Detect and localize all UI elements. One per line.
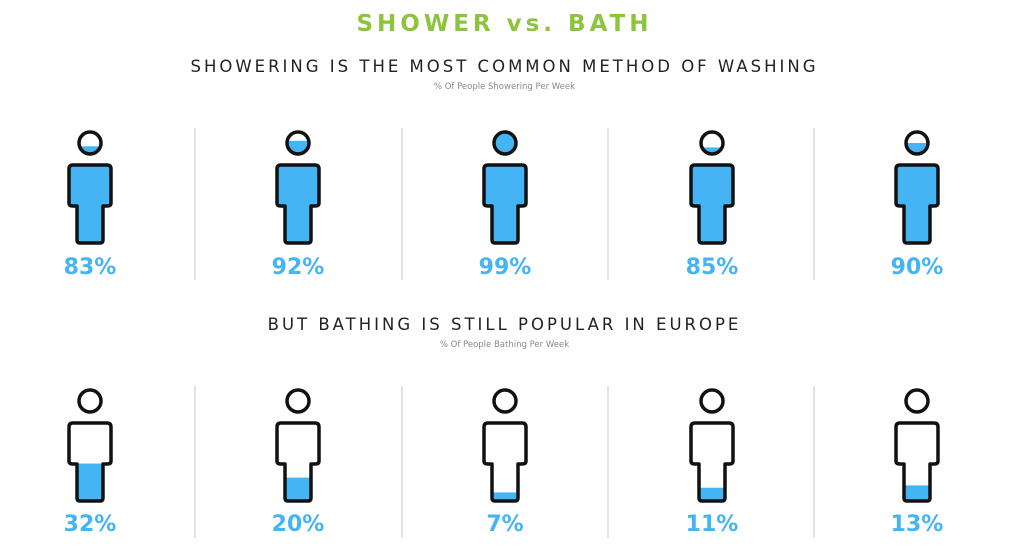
bath-person-icon	[482, 388, 528, 503]
shower-person-icon	[67, 130, 113, 245]
bath-percentage-label: 7%	[486, 512, 524, 537]
person-head	[904, 388, 930, 414]
divider	[194, 128, 196, 280]
bath-person-icon	[67, 388, 113, 503]
head-water-fill	[701, 147, 723, 154]
person-head	[285, 130, 311, 156]
shower-percentage-label: 85%	[685, 255, 739, 280]
body-water-fill	[484, 492, 526, 501]
bath-section-heading: BUT BATHING IS STILL POPULAR IN EUROPE	[267, 315, 742, 334]
person-body	[67, 421, 113, 503]
body-water-fill	[277, 477, 319, 501]
shower-percentage-label: 90%	[890, 255, 944, 280]
bath-percentage-label: 11%	[685, 512, 739, 537]
person-head	[492, 388, 518, 414]
divider	[607, 128, 609, 280]
body-water-fill	[277, 165, 319, 243]
person-head	[77, 388, 103, 414]
divider	[607, 386, 609, 538]
person-body	[482, 421, 528, 503]
body-water-fill	[896, 485, 938, 501]
head-water-fill	[494, 132, 516, 154]
bath-percentage-label: 32%	[63, 512, 117, 537]
divider	[813, 128, 815, 280]
shower-percentage-label: 83%	[63, 255, 117, 280]
divider	[401, 128, 403, 280]
shower-section-subheading: % Of People Showering Per Week	[433, 82, 576, 92]
person-head	[285, 388, 311, 414]
shower-percentage-label: 99%	[478, 255, 532, 280]
shower-person-icon	[275, 130, 321, 245]
person-body	[894, 163, 940, 245]
divider	[401, 386, 403, 538]
bath-section-subheading: % Of People Bathing Per Week	[439, 340, 570, 350]
body-water-fill	[484, 165, 526, 243]
person-head	[904, 130, 930, 156]
divider	[813, 386, 815, 538]
person-body	[67, 163, 113, 245]
person-body	[689, 421, 735, 503]
body-water-fill	[691, 165, 733, 243]
person-head	[699, 130, 725, 156]
bath-percentage-label: 13%	[890, 512, 944, 537]
person-body	[275, 163, 321, 245]
shower-person-icon	[482, 130, 528, 245]
bath-person-icon	[689, 388, 735, 503]
person-head	[699, 388, 725, 414]
person-head	[77, 130, 103, 156]
shower-person-icon	[689, 130, 735, 245]
bath-percentage-label: 20%	[271, 512, 325, 537]
body-water-fill	[896, 165, 938, 243]
person-body	[275, 421, 321, 503]
head-water-fill	[79, 146, 101, 154]
bath-person-icon	[275, 388, 321, 503]
shower-person-icon	[894, 130, 940, 245]
body-water-fill	[69, 463, 111, 501]
infographic-title: SHOWER vs. BATH	[356, 11, 653, 37]
divider	[194, 386, 196, 538]
person-head	[492, 130, 518, 156]
shower-percentage-label: 92%	[271, 255, 325, 280]
person-body	[894, 421, 940, 503]
head-water-fill	[906, 143, 928, 154]
body-water-fill	[691, 487, 733, 501]
bath-person-icon	[894, 388, 940, 503]
person-body	[482, 163, 528, 245]
person-body	[689, 163, 735, 245]
shower-section-heading: SHOWERING IS THE MOST COMMON METHOD OF W…	[190, 57, 819, 76]
body-water-fill	[69, 165, 111, 243]
